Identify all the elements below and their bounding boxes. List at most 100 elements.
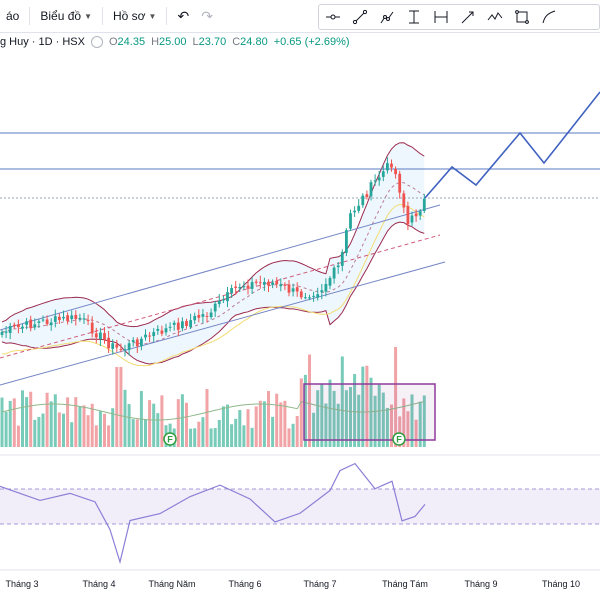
close-value: 24.80: [240, 36, 268, 48]
visibility-icon[interactable]: [90, 36, 103, 48]
candle-body: [250, 282, 254, 289]
volume-bar: [103, 413, 106, 447]
candle-body: [381, 171, 385, 177]
candle-body: [12, 324, 16, 327]
volume-bar: [123, 389, 127, 447]
volume-bar: [82, 405, 86, 447]
moving-average-slow: [1, 203, 425, 367]
candle-body: [86, 319, 90, 321]
divider: [101, 7, 103, 25]
volume-bar: [262, 401, 266, 447]
bollinger-basis: [1, 181, 425, 345]
drawing-toolbar: [318, 4, 600, 30]
volume-bar: [320, 383, 324, 447]
candle-body: [90, 322, 94, 334]
f-marker-circle: [163, 432, 177, 446]
candle-body: [230, 288, 233, 293]
menu-item-profile[interactable]: Hồ sơ ▼: [107, 0, 162, 32]
high-label: H: [151, 36, 160, 48]
volume-bar: [16, 425, 20, 447]
low-label: L: [192, 36, 199, 48]
brush-icon[interactable]: [535, 5, 562, 29]
volume-bar: [316, 390, 320, 447]
candle-body: [410, 215, 414, 223]
candle-body: [58, 316, 61, 321]
volume-bar: [402, 398, 406, 447]
candle-body: [49, 322, 53, 326]
date-range-icon[interactable]: [427, 5, 454, 29]
candle-body: [418, 211, 422, 216]
candle-body: [271, 282, 274, 285]
menu-item-chart[interactable]: Biểu đồ ▼: [34, 0, 98, 32]
candle-body: [107, 337, 110, 349]
cross-line-icon[interactable]: [319, 5, 346, 29]
volume-bar: [111, 408, 115, 447]
volume-bar: [217, 419, 221, 447]
divider: [29, 7, 31, 25]
volume-bar: [418, 401, 422, 447]
volume-bar: [365, 365, 369, 447]
volume-bar: [357, 394, 361, 447]
volume-bar: [107, 425, 111, 447]
volume-bar: [135, 419, 139, 447]
volume-bar: [414, 419, 418, 447]
volume-bar: [353, 374, 357, 447]
redo-icon[interactable]: ↷: [201, 7, 213, 24]
x-tick-label: Tháng 7: [303, 579, 336, 589]
candle-body: [308, 297, 311, 299]
volume-bar: [4, 411, 8, 447]
candle-body: [353, 210, 356, 213]
rectangle-icon[interactable]: [508, 5, 535, 29]
volume-bar: [385, 407, 389, 447]
candle-body: [172, 322, 176, 325]
volume-bar: [78, 406, 82, 447]
x-tick-label: Tháng 3: [5, 579, 38, 589]
close-label: C: [232, 36, 241, 48]
candle-body: [222, 299, 225, 301]
candle-body: [365, 194, 369, 198]
volume-bar: [205, 389, 209, 447]
trend-line-icon[interactable]: [346, 5, 373, 29]
path-icon[interactable]: [373, 5, 400, 29]
candle-body: [152, 332, 156, 337]
polyline-icon[interactable]: [481, 5, 508, 29]
volume-bar: [152, 403, 156, 447]
candle-body: [238, 286, 242, 289]
volume-bar: [25, 397, 29, 447]
arrow-icon[interactable]: [454, 5, 481, 29]
volume-bar: [176, 399, 180, 447]
candle-body: [345, 230, 348, 253]
range-icon[interactable]: [400, 5, 427, 29]
volume-bar: [381, 392, 385, 447]
volume-bar: [369, 377, 373, 447]
menu-item-profile-label: Hồ sơ: [112, 9, 146, 23]
highlight-box: [303, 383, 436, 441]
volume-bar: [8, 400, 12, 447]
candle-body: [37, 321, 41, 323]
rsi-band: [0, 489, 600, 524]
menu-item-alerts[interactable]: áo: [0, 0, 25, 32]
candle-body: [131, 340, 135, 342]
open-value: 24.35: [117, 36, 146, 48]
candle-body: [185, 320, 188, 327]
volume-bar: [193, 428, 197, 447]
volume-bar: [373, 395, 377, 447]
volume-bar: [201, 417, 205, 447]
volume-bar: [349, 387, 352, 447]
volume-bar: [340, 356, 344, 447]
high-value: 25.00: [159, 36, 187, 48]
volume-bar: [283, 400, 287, 447]
candle-body: [246, 285, 250, 289]
menu-item-chart-label: Biểu đồ: [40, 9, 82, 23]
volume-bar: [160, 395, 164, 447]
volume-bar: [221, 406, 225, 447]
volume-bar: [410, 394, 414, 447]
volume-bar: [279, 402, 283, 447]
price-chart[interactable]: F F Tháng 3 Tháng 4 Tháng Năm Tháng 6 Tháng 7 T…: [0, 32, 600, 600]
volume-bar: [37, 416, 41, 447]
chevron-down-icon: ▼: [84, 11, 92, 21]
candle-body: [41, 319, 45, 321]
volume-bar: [86, 415, 90, 447]
bollinger-fill: [2, 142, 425, 364]
undo-icon[interactable]: ↶: [177, 7, 190, 24]
